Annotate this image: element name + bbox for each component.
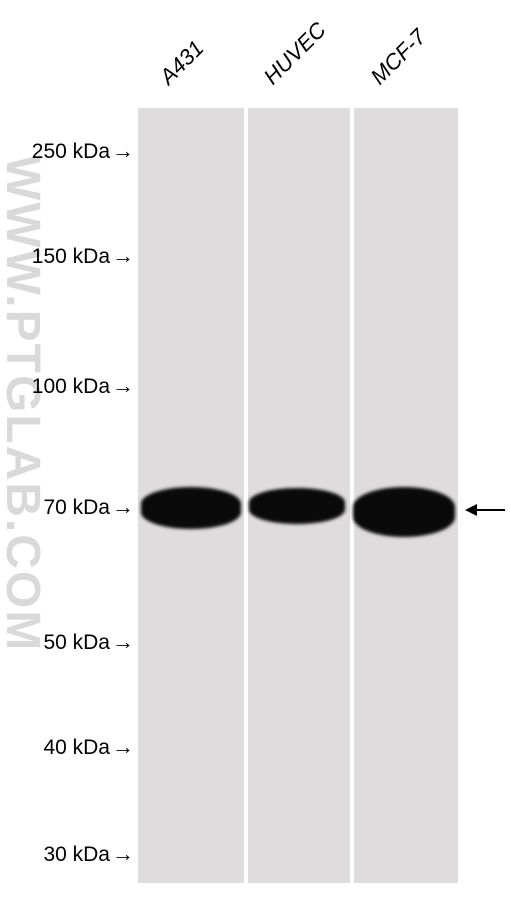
marker-label-0: 250 kDa (32, 140, 110, 164)
lane-gap-1 (244, 108, 248, 883)
band-lane-1 (141, 487, 241, 529)
marker-arrow-0: → (112, 140, 134, 162)
marker-arrow-6: → (112, 843, 134, 865)
lane-label-3: MCF-7 (366, 24, 432, 90)
band-lane-2 (249, 488, 345, 524)
marker-label-4: 50 kDa (43, 631, 110, 655)
marker-label-2: 100 kDa (32, 375, 110, 399)
marker-label-3: 70 kDa (43, 496, 110, 520)
target-arrow-head (465, 504, 477, 516)
western-blot-figure: WWW.PTGLAB.COM A431 HUVEC MCF-7 250 kDa … (0, 0, 510, 903)
lane-label-1: A431 (155, 35, 210, 90)
marker-arrow-3: → (112, 496, 134, 518)
marker-arrow-1: → (112, 245, 134, 267)
watermark-text: WWW.PTGLAB.COM (0, 155, 50, 652)
marker-label-5: 40 kDa (43, 736, 110, 760)
marker-label-6: 30 kDa (43, 843, 110, 867)
target-arrow-line (477, 509, 505, 511)
target-band-arrow (465, 504, 505, 516)
lane-label-2: HUVEC (259, 17, 332, 90)
marker-label-1: 150 kDa (32, 245, 110, 269)
band-lane-3 (353, 487, 455, 537)
lane-gap-2 (350, 108, 354, 883)
marker-arrow-2: → (112, 375, 134, 397)
marker-arrow-4: → (112, 631, 134, 653)
marker-arrow-5: → (112, 736, 134, 758)
